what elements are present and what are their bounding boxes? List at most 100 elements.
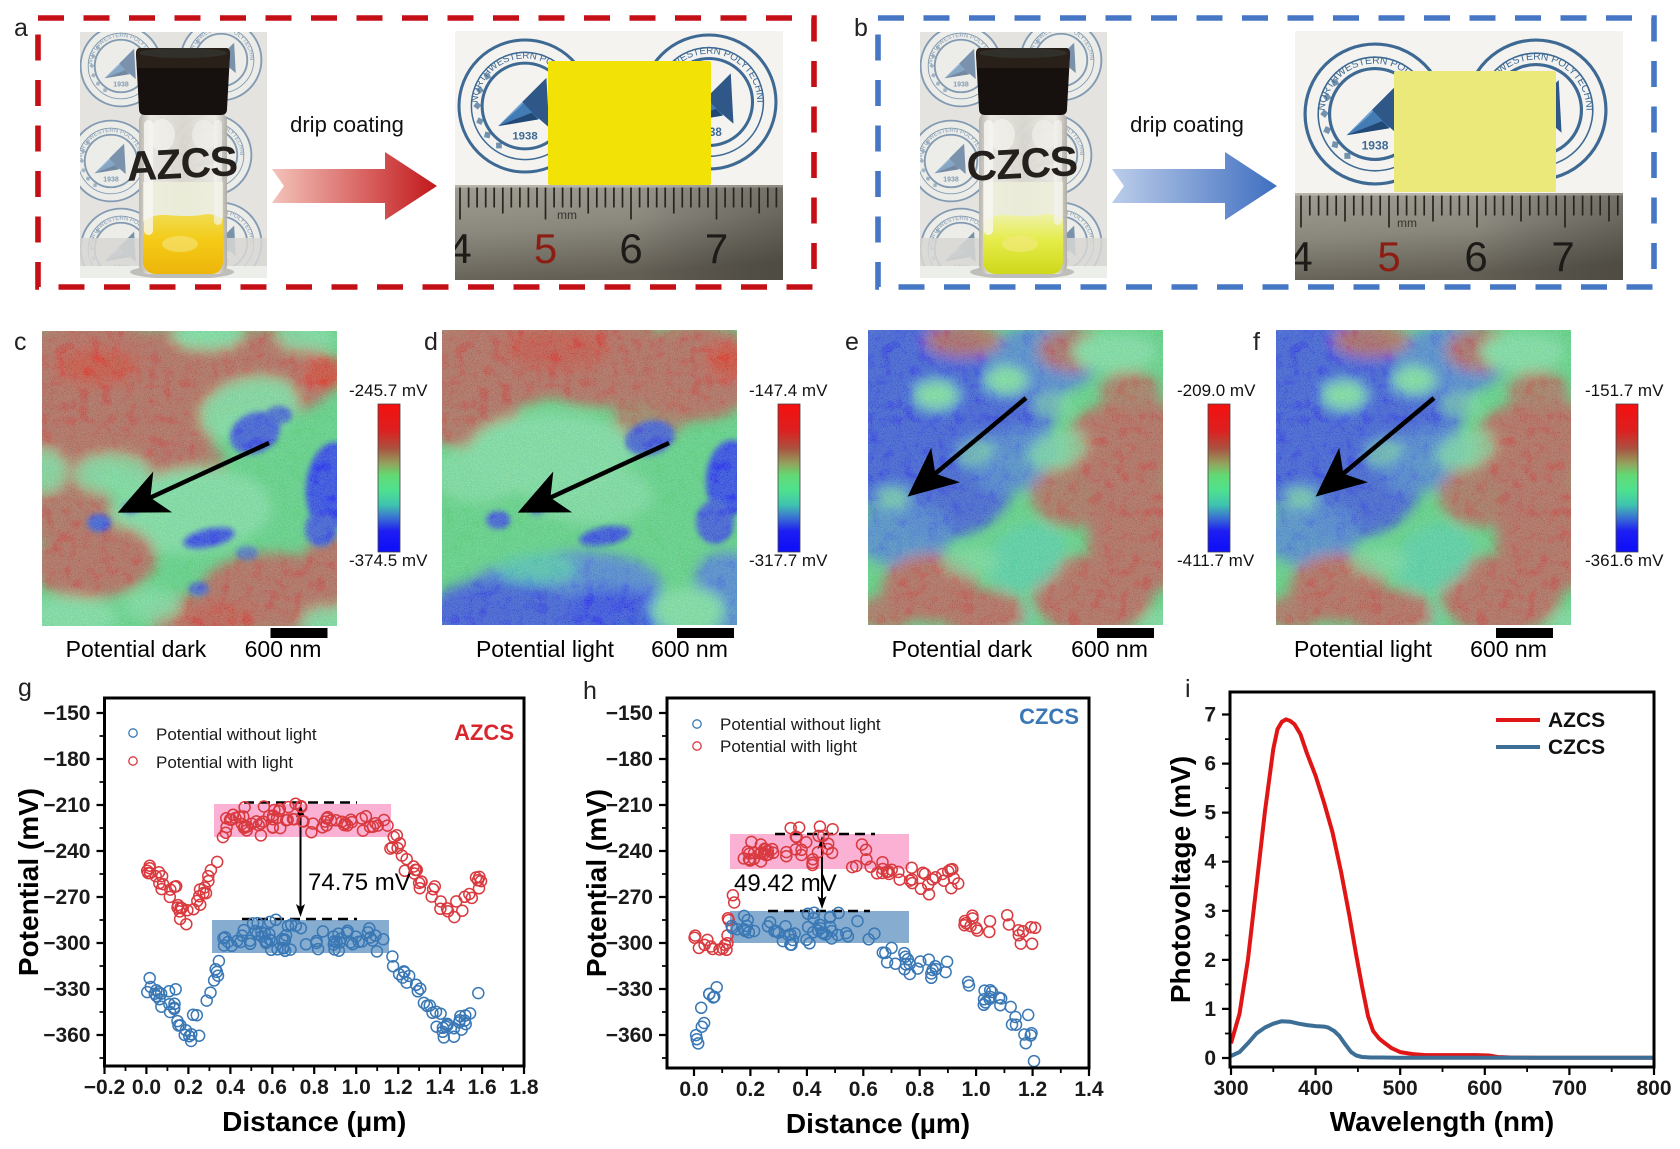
svg-text:AZCS: AZCS xyxy=(454,720,514,745)
svg-text:6: 6 xyxy=(1204,753,1216,776)
svg-text:1.4: 1.4 xyxy=(425,1076,455,1099)
svg-text:Potential dark: Potential dark xyxy=(66,636,207,662)
svg-text:Potential with light: Potential with light xyxy=(720,737,857,756)
svg-text:7: 7 xyxy=(705,225,728,272)
svg-text:−330: −330 xyxy=(606,978,653,1001)
svg-text:Potential without light: Potential without light xyxy=(156,725,317,744)
svg-text:400: 400 xyxy=(1298,1077,1333,1100)
svg-text:−210: −210 xyxy=(606,794,653,817)
svg-text:0.2: 0.2 xyxy=(736,1078,765,1101)
svg-text:2: 2 xyxy=(1204,949,1216,972)
svg-text:a: a xyxy=(14,14,28,42)
svg-text:600 nm: 600 nm xyxy=(651,636,728,662)
svg-text:CZCS: CZCS xyxy=(1019,704,1079,729)
svg-text:AZCS: AZCS xyxy=(1548,709,1605,732)
svg-text:1.4: 1.4 xyxy=(1074,1078,1104,1101)
svg-text:−180: −180 xyxy=(43,748,90,771)
svg-text:1.8: 1.8 xyxy=(509,1076,539,1099)
svg-text:-361.6 mV: -361.6 mV xyxy=(1585,551,1664,570)
svg-text:1938: 1938 xyxy=(953,82,969,89)
svg-text:−300: −300 xyxy=(606,932,653,955)
svg-text:Potential (mV): Potential (mV) xyxy=(13,788,44,976)
svg-text:−0.2: −0.2 xyxy=(84,1076,125,1099)
svg-text:b: b xyxy=(854,14,868,42)
svg-text:1.6: 1.6 xyxy=(467,1076,496,1099)
svg-text:−270: −270 xyxy=(43,886,90,909)
svg-text:500: 500 xyxy=(1383,1077,1418,1100)
svg-text:−180: −180 xyxy=(606,748,653,771)
svg-text:Potential without light: Potential without light xyxy=(720,715,881,734)
svg-text:Potential with light: Potential with light xyxy=(156,753,293,772)
svg-text:700: 700 xyxy=(1552,1077,1587,1100)
svg-text:1938: 1938 xyxy=(512,131,537,143)
svg-text:i: i xyxy=(1185,675,1191,703)
svg-text:0.6: 0.6 xyxy=(258,1076,287,1099)
svg-text:4: 4 xyxy=(448,225,471,272)
svg-text:5: 5 xyxy=(1377,233,1400,280)
svg-text:-151.7 mV: -151.7 mV xyxy=(1585,381,1664,400)
svg-text:-147.4 mV: -147.4 mV xyxy=(749,381,828,400)
svg-text:−150: −150 xyxy=(606,702,653,725)
svg-text:0.0: 0.0 xyxy=(132,1076,161,1099)
svg-text:1.0: 1.0 xyxy=(962,1078,991,1101)
svg-text:4: 4 xyxy=(1289,233,1312,280)
svg-text:h: h xyxy=(583,677,597,705)
svg-text:1938: 1938 xyxy=(1362,139,1389,153)
svg-text:−360: −360 xyxy=(606,1024,653,1047)
svg-text:−330: −330 xyxy=(43,978,90,1001)
svg-text:1.0: 1.0 xyxy=(342,1076,371,1099)
svg-text:600 nm: 600 nm xyxy=(1071,636,1148,662)
svg-text:AZCS: AZCS xyxy=(125,137,238,190)
svg-text:f: f xyxy=(1253,328,1260,356)
svg-text:0: 0 xyxy=(1204,1047,1216,1070)
svg-text:-374.5 mV: -374.5 mV xyxy=(349,551,428,570)
svg-text:1: 1 xyxy=(1204,998,1216,1021)
svg-text:1938: 1938 xyxy=(103,177,119,184)
svg-text:−240: −240 xyxy=(606,840,653,863)
svg-text:d: d xyxy=(424,328,438,356)
svg-text:49.42 mV: 49.42 mV xyxy=(734,870,837,897)
svg-text:e: e xyxy=(845,328,859,356)
svg-text:-411.7 mV: -411.7 mV xyxy=(1177,551,1255,570)
svg-text:6: 6 xyxy=(619,225,642,272)
svg-text:74.75 mV: 74.75 mV xyxy=(308,869,411,896)
svg-text:Wavelength (nm): Wavelength (nm) xyxy=(1330,1106,1555,1137)
svg-text:mm: mm xyxy=(1397,216,1417,230)
svg-text:drip coating: drip coating xyxy=(290,112,404,137)
svg-text:5: 5 xyxy=(1204,802,1216,825)
svg-text:-317.7 mV: -317.7 mV xyxy=(749,551,828,570)
svg-text:0.2: 0.2 xyxy=(174,1076,203,1099)
svg-text:0.6: 0.6 xyxy=(849,1078,878,1101)
svg-text:−240: −240 xyxy=(43,840,90,863)
svg-text:300: 300 xyxy=(1213,1077,1248,1100)
svg-text:Photovoltage (mV): Photovoltage (mV) xyxy=(1165,756,1196,1003)
svg-text:1.2: 1.2 xyxy=(1018,1078,1047,1101)
svg-text:−300: −300 xyxy=(43,932,90,955)
svg-text:−360: −360 xyxy=(43,1024,90,1047)
svg-text:1938: 1938 xyxy=(943,177,959,184)
svg-text:c: c xyxy=(14,328,27,356)
svg-text:0.0: 0.0 xyxy=(679,1078,708,1101)
svg-text:600 nm: 600 nm xyxy=(1470,636,1547,662)
svg-text:Potential (mV): Potential (mV) xyxy=(581,789,612,977)
svg-text:4: 4 xyxy=(1204,851,1216,874)
svg-text:Potential light: Potential light xyxy=(476,636,615,662)
svg-text:6: 6 xyxy=(1464,233,1487,280)
svg-text:drip coating: drip coating xyxy=(1130,112,1244,137)
svg-text:−150: −150 xyxy=(43,702,90,725)
svg-text:5: 5 xyxy=(534,225,557,272)
svg-text:7: 7 xyxy=(1551,233,1574,280)
svg-text:−270: −270 xyxy=(606,886,653,909)
svg-text:7: 7 xyxy=(1204,704,1216,727)
svg-text:1938: 1938 xyxy=(113,82,129,89)
svg-text:g: g xyxy=(18,674,32,702)
svg-text:3: 3 xyxy=(1204,900,1216,923)
svg-text:1.2: 1.2 xyxy=(384,1076,413,1099)
svg-text:Potential light: Potential light xyxy=(1294,636,1433,662)
svg-text:CZCS: CZCS xyxy=(1548,736,1605,759)
svg-text:0.4: 0.4 xyxy=(792,1078,822,1101)
svg-text:mm: mm xyxy=(557,208,577,222)
svg-text:-209.0 mV: -209.0 mV xyxy=(1177,381,1256,400)
svg-text:0.8: 0.8 xyxy=(905,1078,935,1101)
svg-text:CZCS: CZCS xyxy=(965,137,1078,190)
